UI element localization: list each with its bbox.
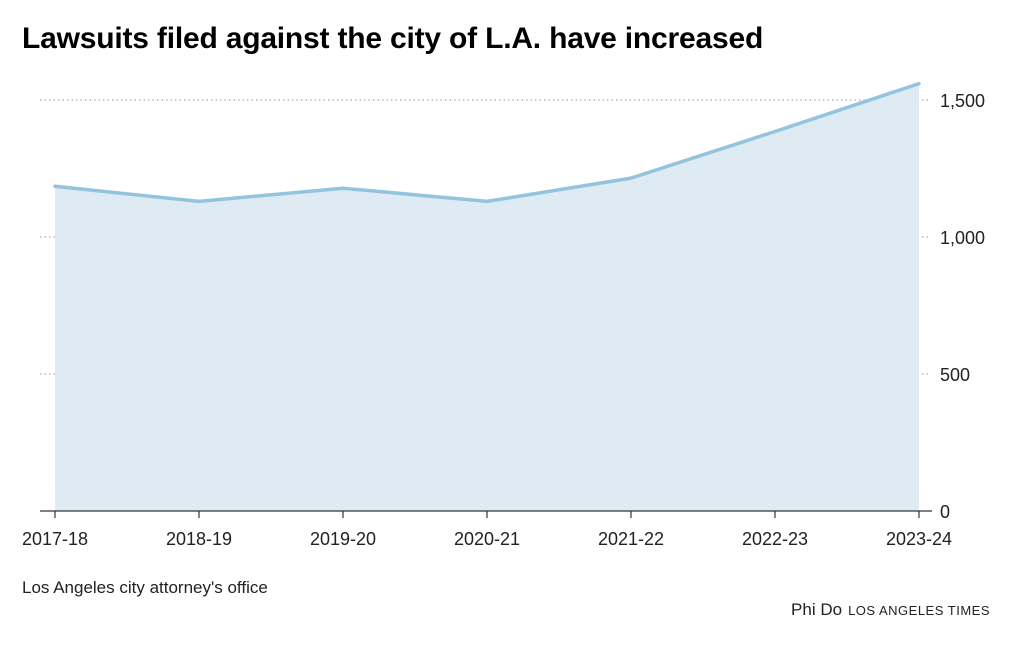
- data-point: [197, 199, 201, 203]
- y-tick-label: 1,000: [940, 228, 985, 248]
- x-tick-label: 2017-18: [22, 529, 88, 549]
- publisher-credit: LOS ANGELES TIMES: [848, 603, 990, 618]
- data-point: [341, 186, 345, 190]
- data-point: [773, 130, 777, 134]
- y-tick-label: 0: [940, 502, 950, 522]
- x-tick-label: 2019-20: [310, 529, 376, 549]
- y-tick-label: 1,500: [940, 91, 985, 111]
- x-tick-label: 2021-22: [598, 529, 664, 549]
- source-note: Los Angeles city attorney's office: [22, 578, 268, 597]
- data-point: [917, 82, 921, 86]
- credit-line: Phi Do LOS ANGELES TIMES: [791, 600, 990, 620]
- chart-title: Lawsuits filed against the city of L.A. …: [22, 22, 764, 55]
- author-credit: Phi Do: [791, 600, 843, 619]
- x-tick-label: 2023-24: [886, 529, 952, 549]
- series-line: [53, 81, 921, 204]
- x-tick-label: 2022-23: [742, 529, 808, 549]
- x-tick-label: 2020-21: [454, 529, 520, 549]
- data-point: [629, 176, 633, 180]
- x-axis-ticks: 2017-18 2018-19 2019-20 2020-21 2021-22 2022-…: [22, 511, 952, 549]
- y-axis-ticks: 0 500 1,000 1,500: [940, 91, 985, 522]
- y-tick-label: 500: [940, 365, 970, 385]
- data-point: [53, 184, 57, 188]
- x-tick-label: 2018-19: [166, 529, 232, 549]
- series-area: [55, 83, 919, 511]
- data-point: [485, 199, 489, 203]
